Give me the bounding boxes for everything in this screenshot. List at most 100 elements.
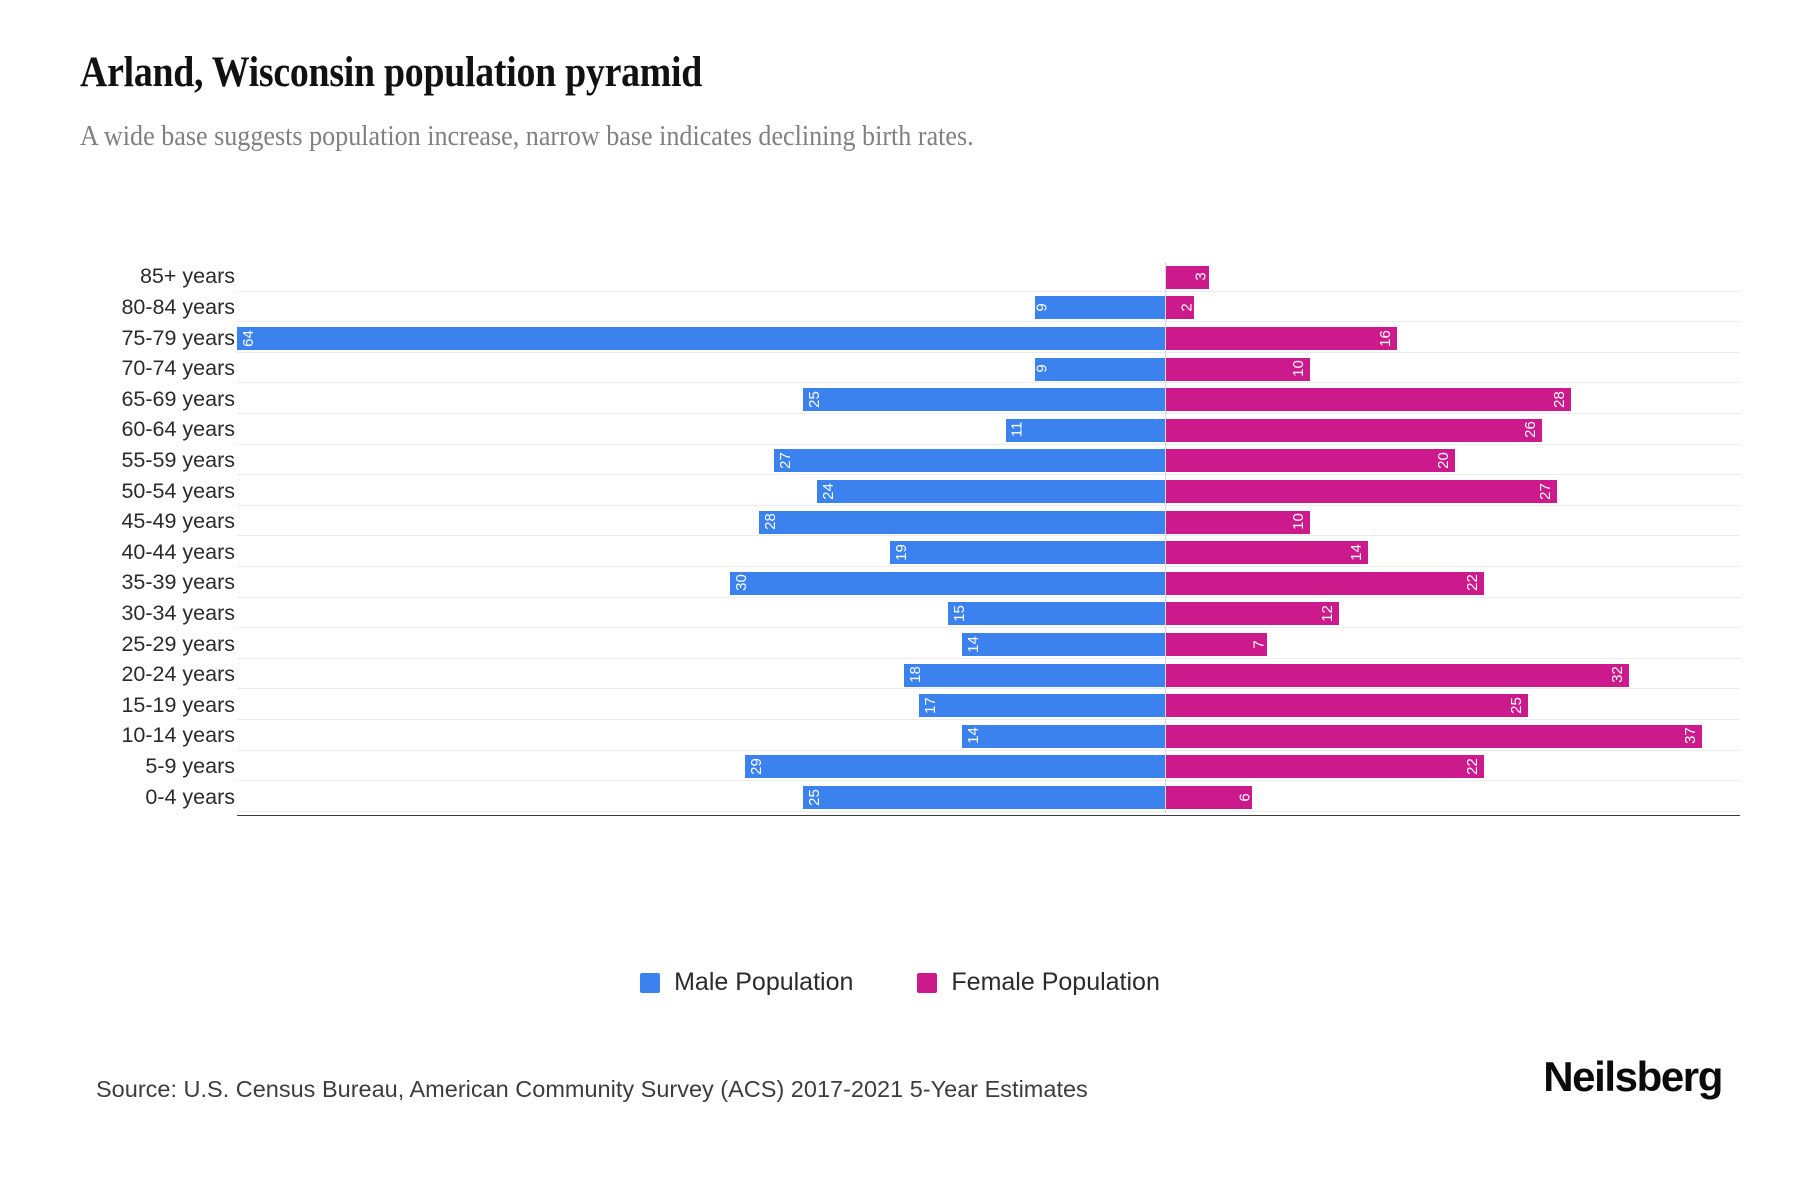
bar-value-male: 19 bbox=[892, 543, 910, 561]
chart-legend: Male Population Female Population bbox=[0, 970, 1800, 995]
chart-row: 25 28 bbox=[237, 388, 1740, 412]
bar-female[interactable]: 20 bbox=[1165, 449, 1455, 473]
bar-value-male: 25 bbox=[805, 390, 823, 408]
y-axis-label: 50-54 years bbox=[121, 478, 235, 503]
gridline bbox=[237, 444, 1740, 445]
y-axis-label: 35-39 years bbox=[121, 570, 235, 595]
bar-value-male: 15 bbox=[950, 605, 968, 622]
y-axis-label: 10-14 years bbox=[121, 723, 235, 748]
page-title: Arland, Wisconsin population pyramid bbox=[80, 49, 703, 96]
y-axis-label: 45-49 years bbox=[121, 509, 235, 534]
gridline bbox=[237, 566, 1740, 567]
y-axis-label: 40-44 years bbox=[121, 539, 235, 564]
legend-label-female: Female Population bbox=[951, 968, 1160, 996]
chart-row: 9 10 bbox=[237, 357, 1740, 381]
bar-value-male: 14 bbox=[964, 635, 982, 653]
bar-female[interactable]: 2 bbox=[1165, 296, 1196, 320]
source-note: Source: U.S. Census Bureau, American Com… bbox=[96, 1076, 1088, 1102]
bar-male[interactable]: 15 bbox=[947, 602, 1165, 626]
chart-row: 64 16 bbox=[237, 327, 1740, 350]
bar-female[interactable]: 10 bbox=[1165, 510, 1310, 534]
bar-female[interactable]: 7 bbox=[1165, 633, 1268, 656]
bar-female[interactable]: 14 bbox=[1165, 541, 1368, 565]
y-axis-labels: 85+ years 80-84 years 75-79 years 70-74 yea… bbox=[80, 262, 235, 882]
bar-male[interactable]: 24 bbox=[817, 480, 1165, 503]
y-axis-label: 0-4 years bbox=[145, 784, 235, 809]
y-axis-label: 70-74 years bbox=[121, 356, 235, 381]
bar-female[interactable]: 6 bbox=[1165, 786, 1254, 809]
bar-value-female: 12 bbox=[1319, 605, 1337, 622]
legend-swatch-male bbox=[640, 972, 661, 993]
chart-row: 18 32 bbox=[237, 663, 1740, 687]
bar-female[interactable]: 28 bbox=[1165, 388, 1571, 412]
bar-value-male: 30 bbox=[732, 574, 750, 592]
bar-value-male: 27 bbox=[776, 452, 794, 469]
bar-female[interactable]: 3 bbox=[1165, 265, 1210, 289]
bar-male[interactable]: 30 bbox=[730, 571, 1165, 595]
bars-container: 3 9 2 64 16 9 10 25 28 11 26 27 20 24 27 28 10 19 14 30 22 15… bbox=[237, 262, 1740, 882]
bar-male[interactable]: 11 bbox=[1005, 418, 1165, 442]
bar-female[interactable]: 32 bbox=[1165, 663, 1629, 687]
bar-value-male: 14 bbox=[964, 727, 982, 745]
bar-value-female: 2 bbox=[1178, 303, 1196, 312]
bar-value-female: 25 bbox=[1507, 696, 1525, 714]
bar-male[interactable]: 29 bbox=[744, 755, 1165, 779]
chart-subtitle: A wide base suggests population increase… bbox=[80, 120, 974, 153]
bar-female[interactable]: 16 bbox=[1165, 327, 1397, 350]
bar-value-male: 64 bbox=[239, 329, 257, 347]
bar-value-female: 3 bbox=[1192, 272, 1210, 281]
bar-male[interactable]: 9 bbox=[1033, 296, 1165, 320]
bar-male[interactable]: 18 bbox=[904, 663, 1165, 687]
bar-male[interactable]: 27 bbox=[773, 449, 1165, 473]
chart-row: 28 10 bbox=[237, 510, 1740, 534]
bar-male[interactable]: 9 bbox=[1033, 357, 1165, 381]
gridline bbox=[237, 750, 1740, 751]
bar-value-male: 9 bbox=[1033, 364, 1051, 373]
chart-plot-area: 85+ years 80-84 years 75-79 years 70-74 yea… bbox=[80, 262, 1740, 912]
bar-female[interactable]: 10 bbox=[1165, 357, 1310, 381]
bar-value-female: 22 bbox=[1464, 574, 1482, 592]
chart-row: 11 26 bbox=[237, 418, 1740, 442]
y-axis-label: 30-34 years bbox=[121, 600, 235, 625]
gridline bbox=[237, 505, 1740, 506]
legend-item-male[interactable]: Male Population bbox=[640, 970, 853, 995]
y-axis-label: 80-84 years bbox=[121, 294, 235, 319]
legend-label-male: Male Population bbox=[674, 968, 854, 996]
gridline bbox=[237, 688, 1740, 689]
gridline bbox=[237, 780, 1740, 781]
bar-male[interactable]: 17 bbox=[918, 694, 1165, 718]
gridline bbox=[237, 291, 1740, 292]
bar-male[interactable]: 14 bbox=[962, 724, 1165, 748]
bar-female[interactable]: 25 bbox=[1165, 694, 1528, 718]
chart-row: 24 27 bbox=[237, 480, 1740, 503]
bar-male[interactable]: 19 bbox=[889, 541, 1165, 565]
bar-female[interactable]: 22 bbox=[1165, 571, 1484, 595]
legend-item-female[interactable]: Female Population bbox=[917, 968, 1160, 996]
bar-value-male: 28 bbox=[761, 513, 779, 530]
bar-female[interactable]: 22 bbox=[1165, 755, 1484, 779]
y-axis-label: 65-69 years bbox=[121, 386, 235, 411]
bar-value-female: 32 bbox=[1609, 666, 1627, 683]
bar-male[interactable]: 64 bbox=[237, 327, 1165, 350]
bar-value-female: 6 bbox=[1236, 792, 1254, 802]
y-axis-label: 15-19 years bbox=[121, 692, 235, 717]
bar-female[interactable]: 26 bbox=[1165, 418, 1542, 442]
gridline bbox=[237, 474, 1740, 475]
chart-row: 3 bbox=[237, 265, 1740, 289]
center-axis-line bbox=[1165, 262, 1166, 813]
bar-male[interactable]: 28 bbox=[759, 510, 1165, 534]
bar-female[interactable]: 27 bbox=[1165, 480, 1557, 503]
gridline bbox=[237, 597, 1740, 598]
bar-male[interactable]: 25 bbox=[802, 388, 1165, 412]
bar-value-male: 9 bbox=[1033, 303, 1051, 312]
gridline bbox=[237, 811, 1740, 812]
y-axis-label: 55-59 years bbox=[121, 447, 235, 472]
bar-value-female: 37 bbox=[1681, 727, 1699, 745]
bar-male[interactable]: 14 bbox=[962, 633, 1165, 656]
bar-male[interactable]: 25 bbox=[802, 786, 1165, 809]
bar-female[interactable]: 12 bbox=[1165, 602, 1339, 626]
chart-row: 17 25 bbox=[237, 694, 1740, 718]
bar-female[interactable]: 37 bbox=[1165, 724, 1702, 748]
